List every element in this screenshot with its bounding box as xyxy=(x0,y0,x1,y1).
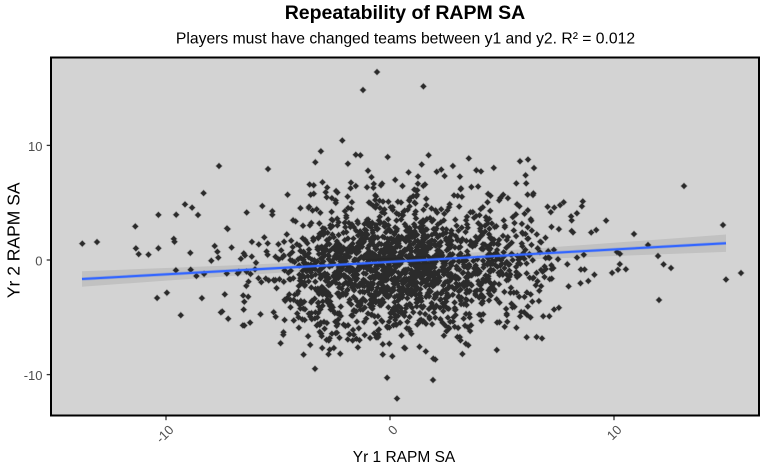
svg-text:-10: -10 xyxy=(24,368,43,383)
svg-text:Yr 2 RAPM SA: Yr 2 RAPM SA xyxy=(3,182,23,298)
svg-text:Yr 1 RAPM SA: Yr 1 RAPM SA xyxy=(353,449,456,466)
svg-text:10: 10 xyxy=(28,139,42,154)
svg-text:0: 0 xyxy=(35,254,42,269)
svg-text:Players must have changed team: Players must have changed teams between … xyxy=(176,30,635,47)
svg-text:Repeatability of RAPM SA: Repeatability of RAPM SA xyxy=(285,2,526,24)
